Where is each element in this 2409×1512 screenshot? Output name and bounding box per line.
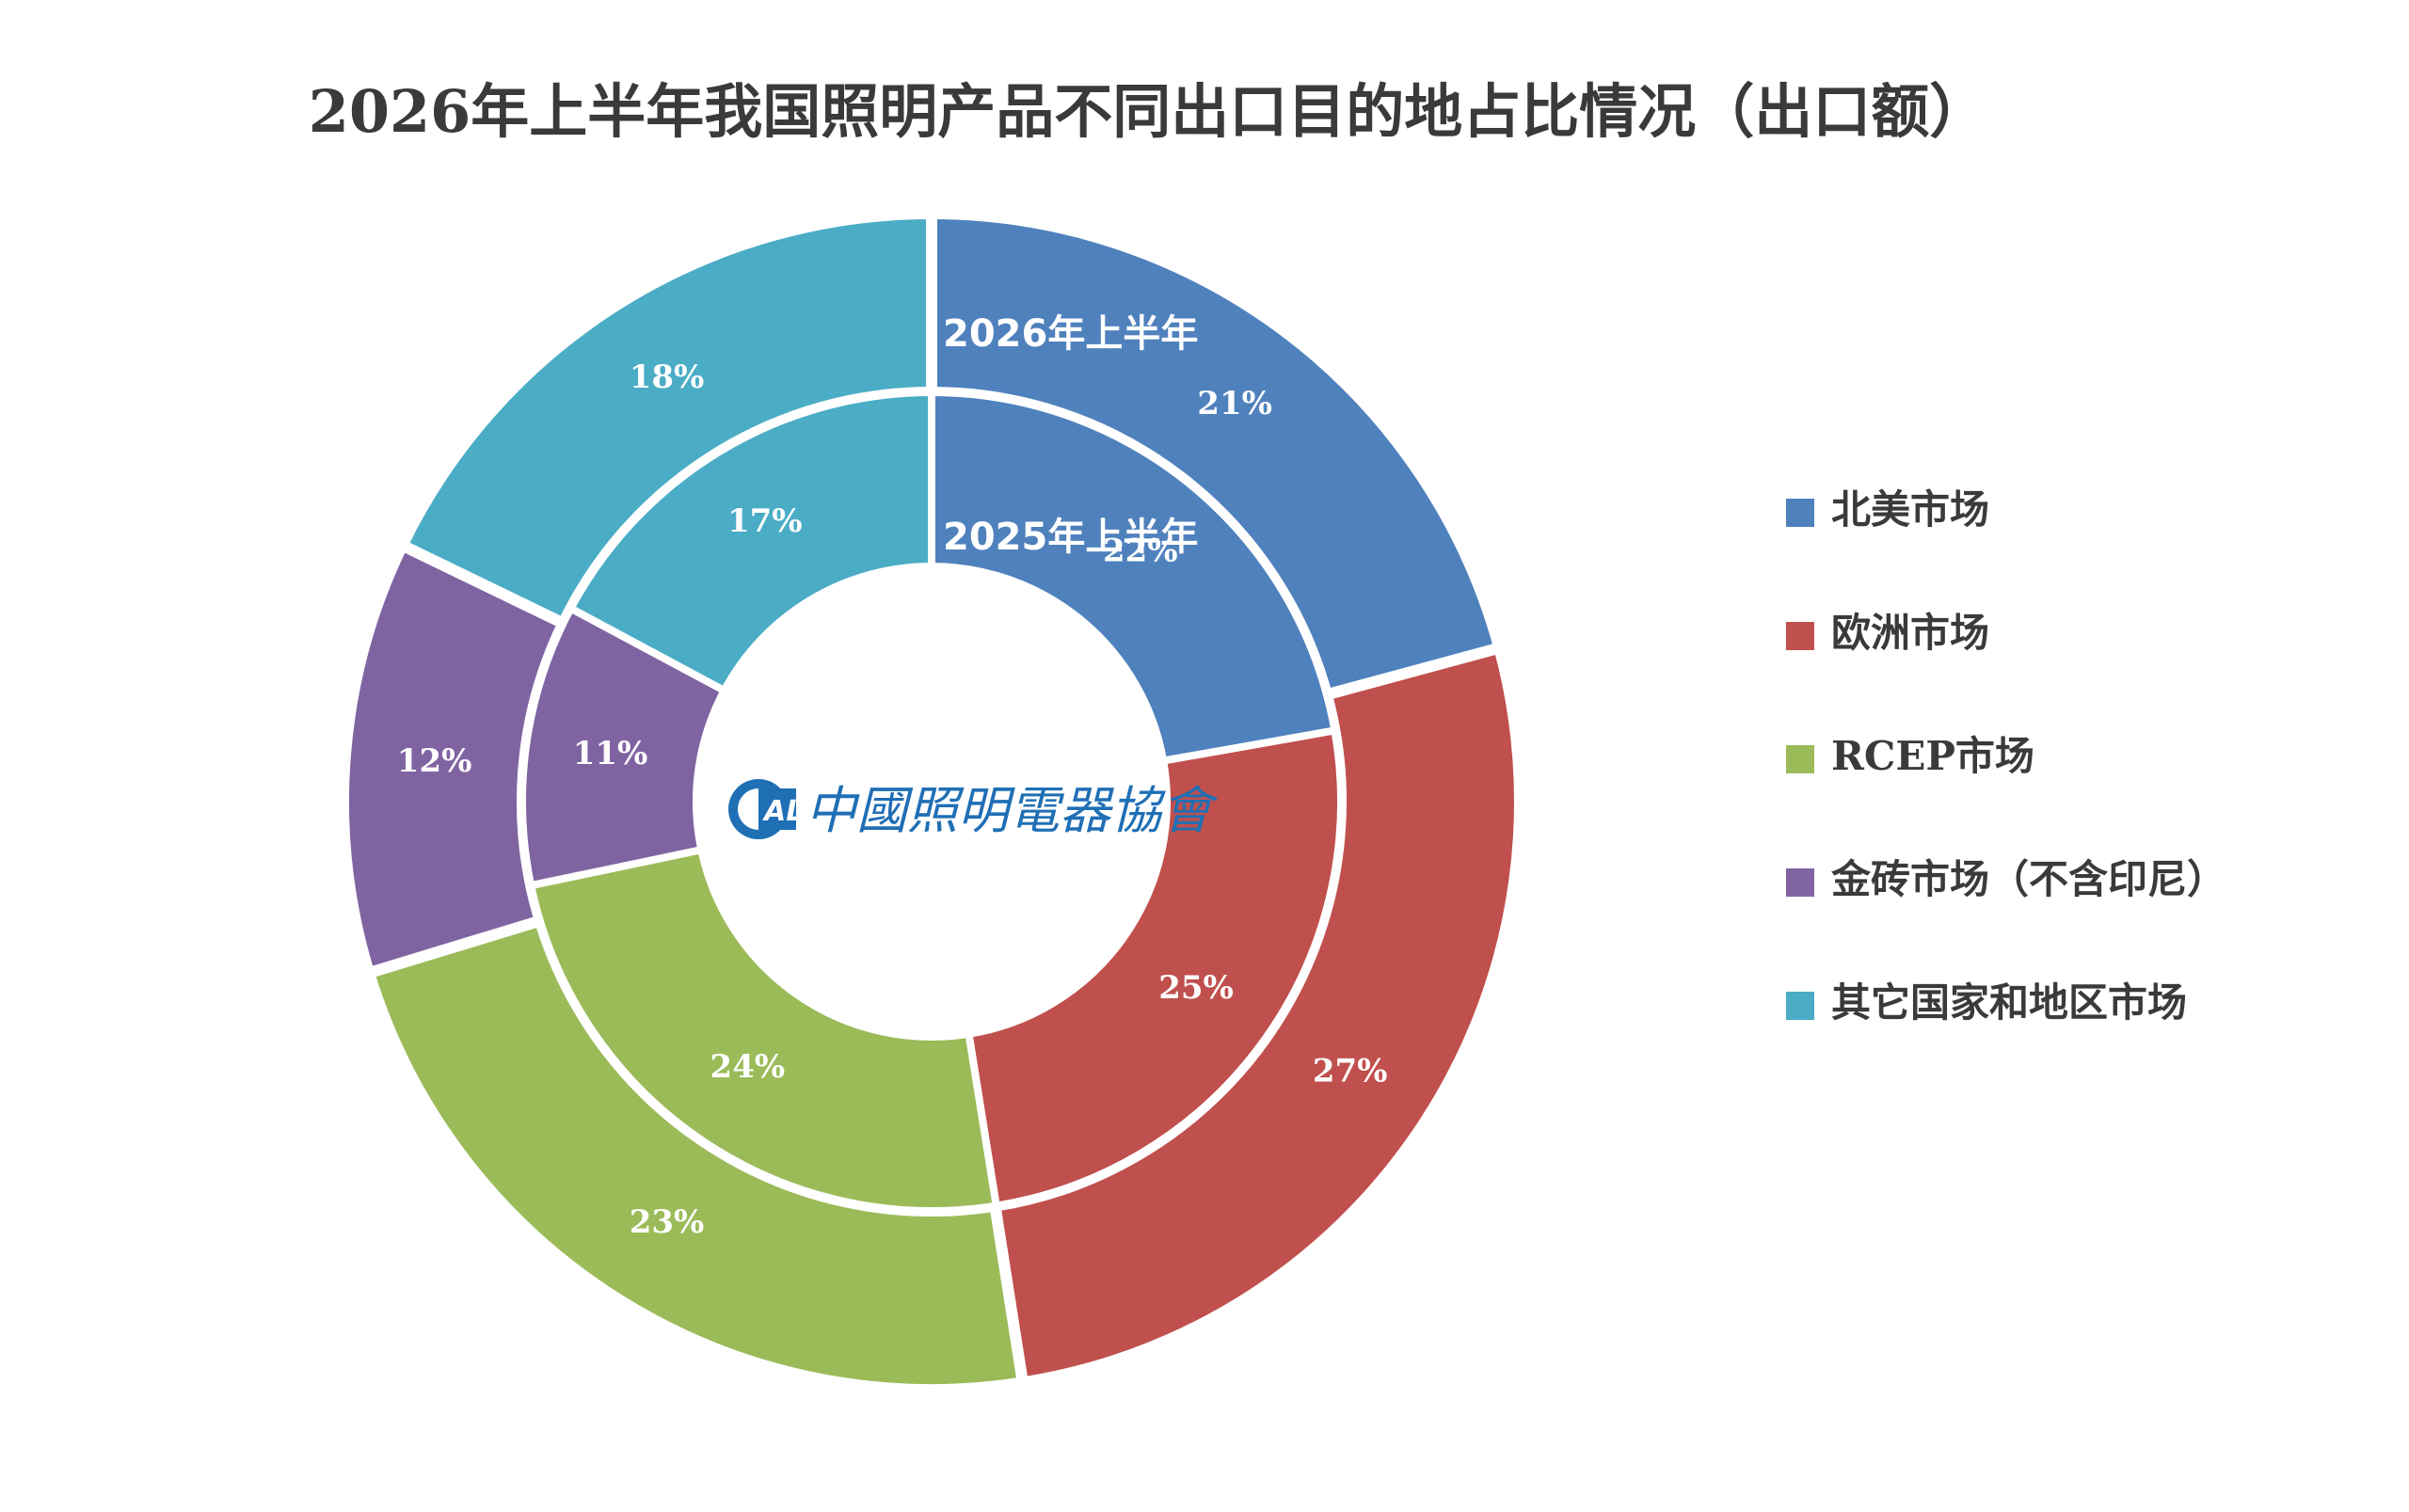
legend-item-brics: 金砖市场（不含印尼） bbox=[1786, 856, 2226, 902]
legend-item-europe: 欧洲市场 bbox=[1786, 610, 1989, 656]
legend-swatch-brics bbox=[1786, 868, 1814, 897]
legend-swatch-other bbox=[1786, 992, 1814, 1020]
legend-item-rcep: RCEP市场 bbox=[1786, 733, 2034, 779]
inner-slice-other bbox=[566, 388, 935, 696]
inner-slice-rcep bbox=[526, 845, 1001, 1216]
outer-ring-label: 2026年上半年 bbox=[943, 312, 1198, 356]
inner-label-north-america: 22% bbox=[1103, 533, 1178, 570]
svg-text:ALI: ALI bbox=[762, 795, 815, 828]
outer-label-brics: 12% bbox=[397, 742, 472, 780]
percent-labels: 21% 27% 23% 12% 18% 22% 25% 24% 11% 17% bbox=[397, 358, 1388, 1241]
logo-text: 中國照明電器協會 bbox=[806, 781, 1219, 840]
inner-label-europe: 25% bbox=[1158, 969, 1234, 1007]
legend-label-north-america: 北美市场 bbox=[1831, 486, 1989, 533]
legend-label-europe: 欧洲市场 bbox=[1831, 610, 1989, 656]
outer-label-other: 18% bbox=[630, 358, 705, 396]
legend-item-north-america: 北美市场 bbox=[1786, 486, 1989, 533]
inner-slice-europe bbox=[964, 725, 1345, 1211]
legend-label-other: 其它国家和地区市场 bbox=[1831, 979, 2187, 1026]
outer-label-rcep: 23% bbox=[630, 1203, 705, 1241]
legend-item-other: 其它国家和地区市场 bbox=[1786, 979, 2187, 1026]
inner-ring-label: 2025年上半年 bbox=[943, 516, 1198, 559]
legend-swatch-rcep bbox=[1786, 745, 1814, 773]
inner-label-rcep: 24% bbox=[710, 1048, 786, 1086]
chart-title: 2026年上半年我国照明产品不同出口目的地占比情况（出口额） bbox=[309, 77, 1988, 146]
legend-label-brics: 金砖市场（不含印尼） bbox=[1830, 856, 2226, 902]
legend-swatch-europe bbox=[1786, 622, 1814, 650]
legend-swatch-north-america bbox=[1786, 499, 1814, 527]
outer-label-north-america: 21% bbox=[1197, 385, 1272, 422]
outer-label-europe: 27% bbox=[1313, 1052, 1388, 1090]
legend-label-rcep: RCEP市场 bbox=[1831, 733, 2034, 779]
outer-ring-2026 bbox=[338, 207, 1525, 1395]
inner-slice-north-america bbox=[928, 388, 1340, 766]
inner-label-other: 17% bbox=[727, 502, 803, 540]
inner-label-brics: 11% bbox=[573, 735, 648, 772]
logo: ALI 中國照明電器協會 bbox=[728, 779, 1219, 840]
inner-ring-2025 bbox=[518, 388, 1345, 1216]
logo-mark-icon: ALI bbox=[728, 779, 815, 839]
